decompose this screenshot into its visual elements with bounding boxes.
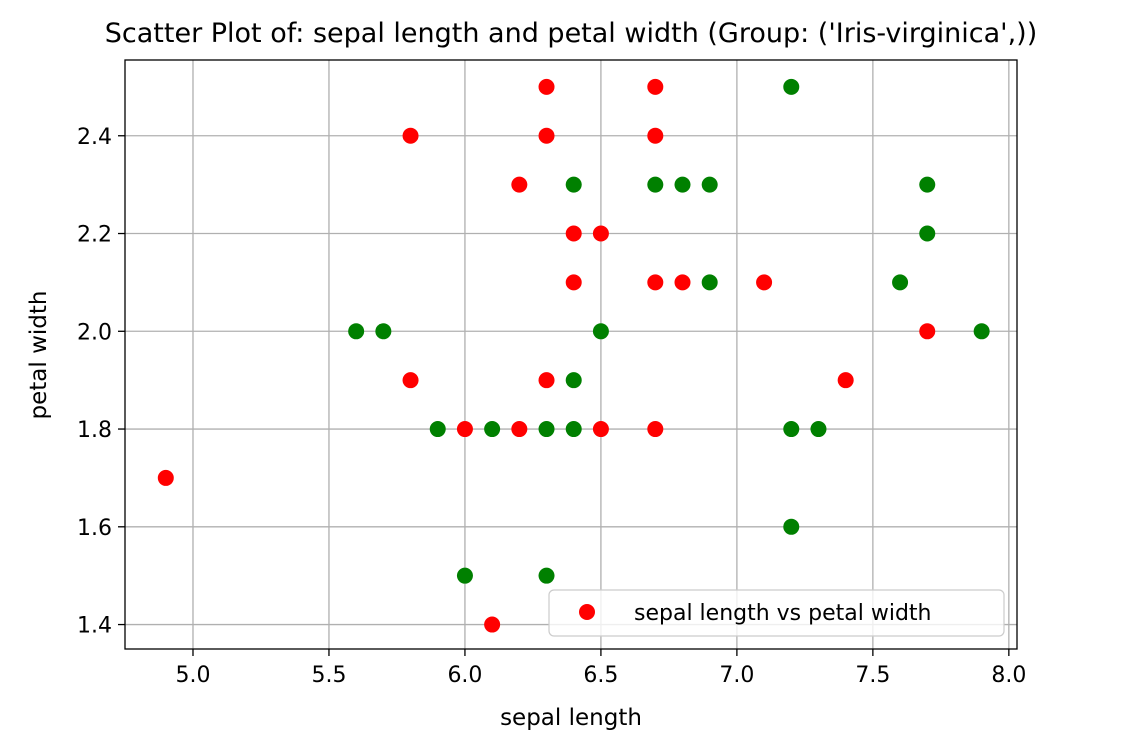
data-point-red [538, 127, 555, 144]
data-point-green [348, 323, 365, 340]
data-point-green [973, 323, 990, 340]
data-point-green [375, 323, 392, 340]
data-point-green [538, 567, 555, 584]
data-point-red [456, 421, 473, 438]
data-point-red [538, 372, 555, 389]
y-tick-label: 1.8 [77, 418, 112, 443]
y-tick-label: 1.4 [77, 614, 112, 639]
x-tick-label: 8.0 [991, 663, 1026, 688]
data-point-green [701, 274, 718, 291]
data-point-red [511, 176, 528, 193]
x-tick-label: 6.0 [447, 663, 482, 688]
data-point-green [919, 225, 936, 242]
data-point-green [919, 176, 936, 193]
data-point-green [647, 176, 664, 193]
data-point-red [511, 421, 528, 438]
data-point-green [565, 176, 582, 193]
data-point-red [837, 372, 854, 389]
data-point-red [157, 469, 174, 486]
data-point-red [484, 616, 501, 633]
x-tick-label: 5.5 [311, 663, 346, 688]
axis-ticks: 5.0 5.5 6.0 6.5 7.0 7.5 8.0 1.4 1.6 1.8 2.0 2.2 2.4 [77, 125, 1026, 688]
legend-label: sepal length vs petal width [634, 601, 932, 626]
x-tick-label: 7.5 [855, 663, 890, 688]
legend-marker [579, 604, 595, 620]
x-tick-label: 6.5 [583, 663, 618, 688]
plot-area-frame [124, 59, 1018, 650]
legend-box [548, 589, 1005, 637]
y-axis-label: petal width [26, 291, 52, 420]
data-point-green [810, 421, 827, 438]
data-point-green [783, 518, 800, 535]
data-point-green [783, 421, 800, 438]
x-tick-label: 7.0 [719, 663, 754, 688]
data-point-green [484, 421, 501, 438]
legend: sepal length vs petal width [548, 589, 1005, 637]
data-point-red [592, 225, 609, 242]
x-tick-label: 5.0 [175, 663, 210, 688]
data-point-green [674, 176, 691, 193]
data-point-red [592, 421, 609, 438]
data-point-red [674, 274, 691, 291]
y-tick-label: 2.0 [77, 320, 112, 345]
data-point-red [402, 127, 419, 144]
data-point-green [456, 567, 473, 584]
data-point-green [565, 421, 582, 438]
data-point-red [402, 372, 419, 389]
data-point-red [565, 274, 582, 291]
y-tick-label: 2.2 [77, 223, 112, 248]
data-points [157, 78, 990, 633]
data-point-green [892, 274, 909, 291]
data-point-red [565, 225, 582, 242]
chart-title: Scatter Plot of: sepal length and petal … [105, 18, 1038, 49]
data-point-green [592, 323, 609, 340]
data-point-red [756, 274, 773, 291]
y-tick-label: 2.4 [77, 125, 112, 150]
data-point-red [919, 323, 936, 340]
data-point-green [538, 421, 555, 438]
data-point-green [783, 78, 800, 95]
data-point-red [647, 274, 664, 291]
data-point-red [647, 421, 664, 438]
y-tick-label: 1.6 [77, 516, 112, 541]
data-point-red [538, 78, 555, 95]
data-point-green [565, 372, 582, 389]
data-point-green [701, 176, 718, 193]
data-point-red [647, 78, 664, 95]
data-point-red [647, 127, 664, 144]
data-point-green [429, 421, 446, 438]
x-axis-label: sepal length [500, 705, 642, 731]
